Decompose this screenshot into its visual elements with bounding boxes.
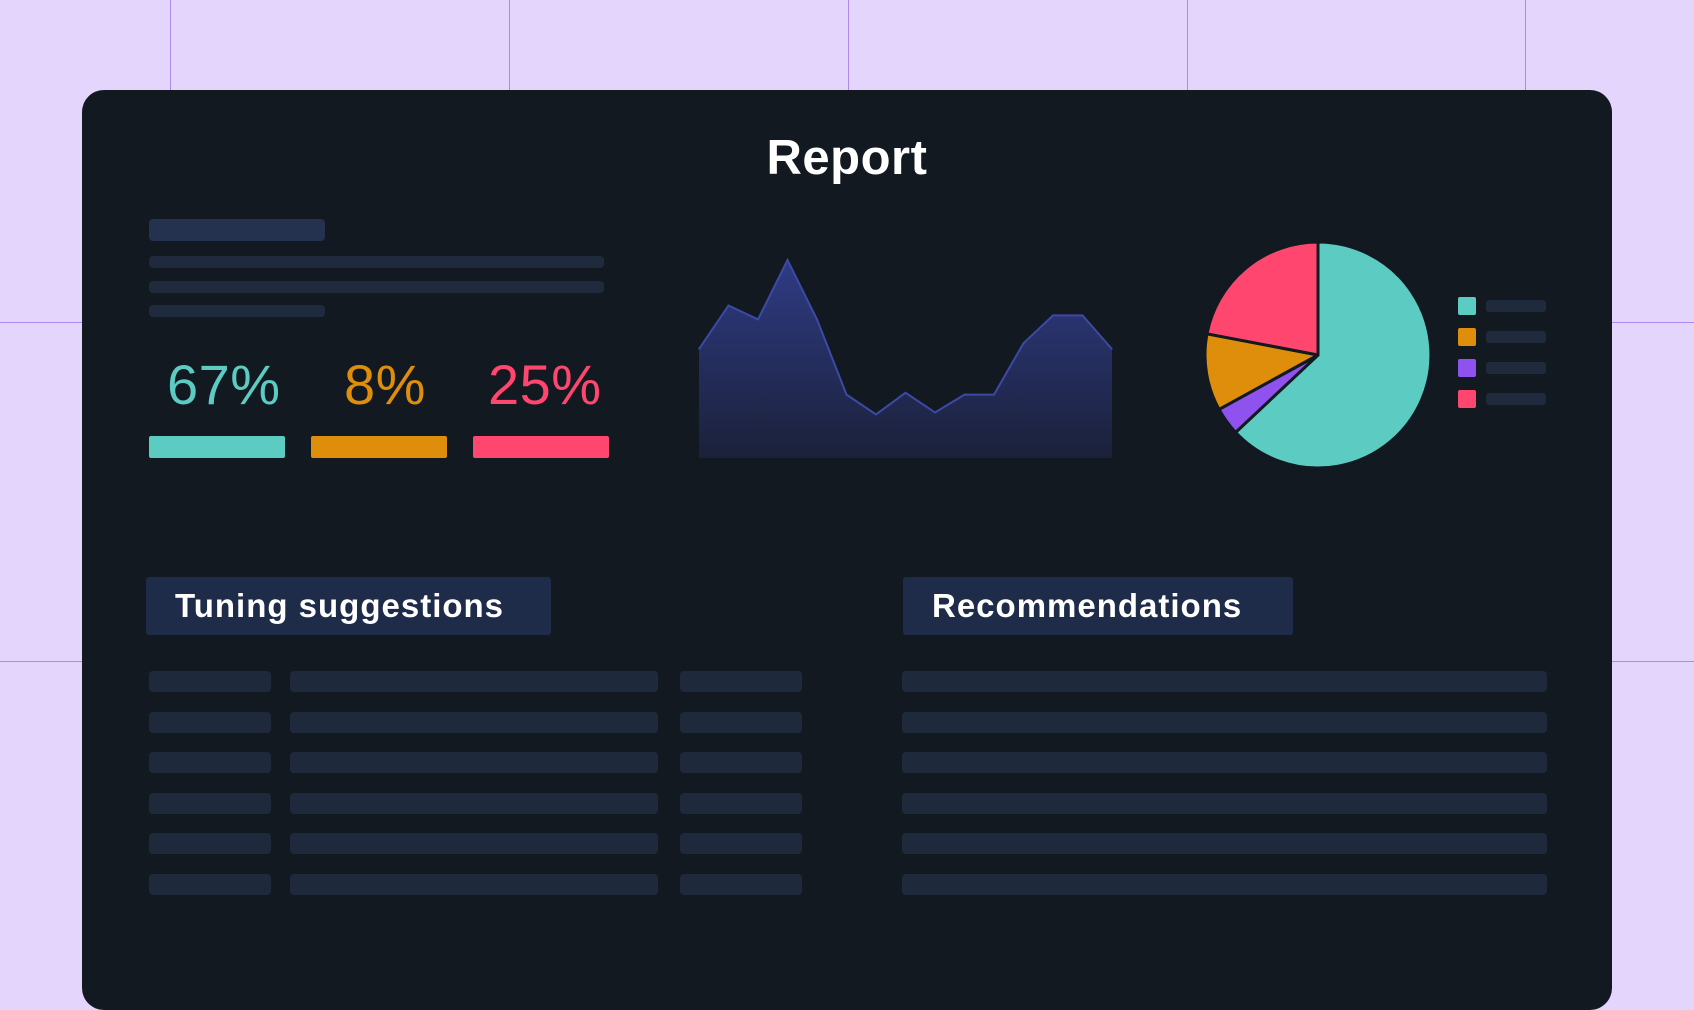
table-cell-placeholder xyxy=(149,671,271,692)
legend-swatch xyxy=(1458,297,1476,315)
table-cell-placeholder xyxy=(290,833,658,854)
metric-bar-1 xyxy=(149,436,285,458)
summary-text-line xyxy=(149,305,325,317)
area-chart-point xyxy=(757,318,759,320)
area-chart-point xyxy=(993,394,995,396)
pie-slice-4 xyxy=(1205,240,1320,357)
table-cell-placeholder xyxy=(149,711,271,733)
list-item-placeholder xyxy=(902,711,1547,733)
legend-swatch xyxy=(1458,359,1476,377)
list-item-placeholder xyxy=(902,792,1547,814)
table-cell-placeholder xyxy=(680,711,802,733)
area-chart-point xyxy=(698,348,700,350)
area-chart-point xyxy=(1023,342,1024,344)
legend-swatch xyxy=(1458,390,1476,408)
legend-label-placeholder xyxy=(1486,300,1546,312)
table-cell-placeholder xyxy=(290,752,658,773)
area-chart-point xyxy=(964,394,965,396)
area-chart-point xyxy=(905,392,906,394)
legend-label-placeholder xyxy=(1486,393,1546,405)
metric-bar-3 xyxy=(473,436,609,458)
report-panel: Report 67% 8% 25% Tuning suggestions Rec… xyxy=(82,90,1612,1010)
area-chart-point xyxy=(875,413,877,415)
table-cell-placeholder xyxy=(680,671,802,692)
summary-heading-placeholder xyxy=(149,219,325,241)
area-chart-point xyxy=(1082,314,1083,316)
table-cell-placeholder xyxy=(149,792,271,814)
pie-slice-1 xyxy=(1234,240,1433,470)
summary-text-line xyxy=(149,281,604,293)
tuning-suggestions-header: Tuning suggestions xyxy=(146,577,551,635)
pie-slice-3 xyxy=(1203,332,1320,411)
metric-bar-2 xyxy=(311,436,447,458)
table-cell-placeholder xyxy=(290,711,658,733)
table-cell-placeholder xyxy=(680,873,802,895)
area-chart-point xyxy=(1052,314,1054,316)
table-cell-placeholder xyxy=(149,833,271,854)
list-item-placeholder xyxy=(902,671,1547,692)
area-chart-point xyxy=(787,259,788,261)
area-chart-point xyxy=(846,394,847,396)
table-cell-placeholder xyxy=(680,833,802,854)
legend-swatch xyxy=(1458,328,1476,346)
recommendations-header: Recommendations xyxy=(903,577,1293,635)
legend-label-placeholder xyxy=(1486,362,1546,374)
table-cell-placeholder xyxy=(290,792,658,814)
table-cell-placeholder xyxy=(149,752,271,773)
table-cell-placeholder xyxy=(290,671,658,692)
report-title: Report xyxy=(766,131,928,185)
list-item-placeholder xyxy=(902,752,1547,773)
area-chart-fill xyxy=(699,260,1112,458)
metric-value-3: 25% xyxy=(488,353,602,416)
table-cell-placeholder xyxy=(290,873,658,895)
area-chart-point xyxy=(728,305,729,306)
area-chart-point xyxy=(934,412,936,413)
summary-text-line xyxy=(149,256,604,268)
metric-value-1: 67% xyxy=(167,353,281,416)
metric-value-2: 8% xyxy=(344,353,426,416)
area-chart-point xyxy=(1111,348,1113,350)
table-cell-placeholder xyxy=(149,873,271,895)
table-cell-placeholder xyxy=(680,792,802,814)
list-item-placeholder xyxy=(902,833,1547,854)
area-chart-point xyxy=(816,318,818,320)
charts-canvas xyxy=(698,240,1433,470)
list-item-placeholder xyxy=(902,873,1547,895)
legend-label-placeholder xyxy=(1486,331,1546,343)
table-cell-placeholder xyxy=(680,752,802,773)
